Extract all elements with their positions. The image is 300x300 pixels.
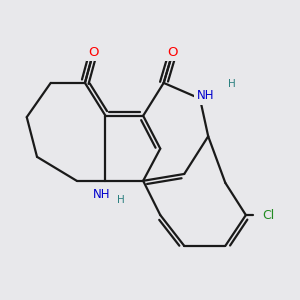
Text: Cl: Cl: [262, 208, 274, 222]
Text: H: H: [228, 79, 236, 88]
Text: O: O: [167, 46, 178, 59]
Text: NH: NH: [197, 89, 214, 102]
Text: N: N: [96, 188, 104, 201]
Text: N: N: [96, 188, 104, 201]
Text: O: O: [88, 46, 98, 59]
Text: H: H: [117, 195, 124, 205]
Text: NH: NH: [93, 188, 111, 201]
